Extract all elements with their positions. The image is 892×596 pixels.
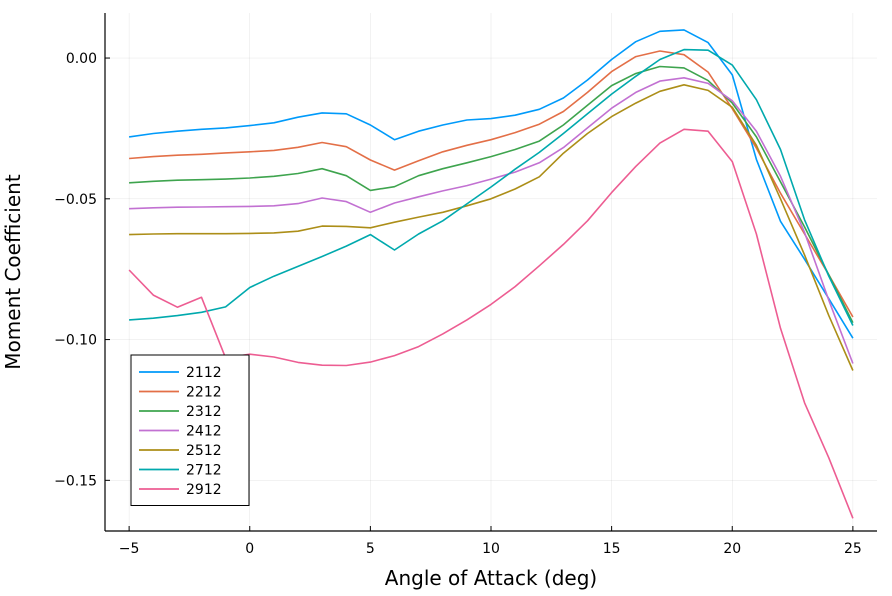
series-line-2912 [128, 128, 854, 519]
series-line-2512 [129, 84, 854, 371]
series-line-2412 [129, 77, 854, 364]
legend-label-2912: 2912 [186, 482, 222, 498]
series-line-2312 [129, 65, 854, 324]
legend-label-2112: 2112 [186, 365, 222, 381]
legend-label-2212: 2212 [186, 385, 222, 401]
x-tick-label: 5 [366, 541, 375, 557]
x-tick-label: 20 [723, 541, 741, 557]
y-tick-label: −0.10 [54, 333, 97, 349]
series-line-2712 [129, 48, 854, 326]
legend-label-2312: 2312 [186, 404, 222, 420]
legend-label-2412: 2412 [186, 424, 222, 440]
x-axis-label: Angle of Attack (deg) [385, 566, 597, 590]
y-tick-label: −0.05 [54, 192, 97, 208]
x-tick-label: 0 [245, 541, 254, 557]
series-layer [128, 29, 854, 519]
legend-label-2512: 2512 [186, 443, 222, 459]
series-line-2112 [128, 29, 854, 339]
x-tick-label: −5 [119, 541, 140, 557]
x-tick-label: 25 [844, 541, 862, 557]
legend: 2112 2212 2312 2412 2512 2712 2912 [130, 354, 250, 506]
legend-label-2712: 2712 [186, 463, 222, 479]
y-tick-label: −0.15 [54, 473, 97, 489]
x-tick-label: 15 [603, 541, 621, 557]
x-axis-ticks: −5 0 5 10 15 20 25 [119, 526, 862, 557]
y-axis-ticks: 0.00 −0.05 −0.10 −0.15 [54, 51, 110, 489]
y-tick-label: 0.00 [66, 51, 97, 67]
y-axis-label: Moment Coefficient [1, 174, 25, 370]
x-tick-label: 10 [482, 541, 500, 557]
